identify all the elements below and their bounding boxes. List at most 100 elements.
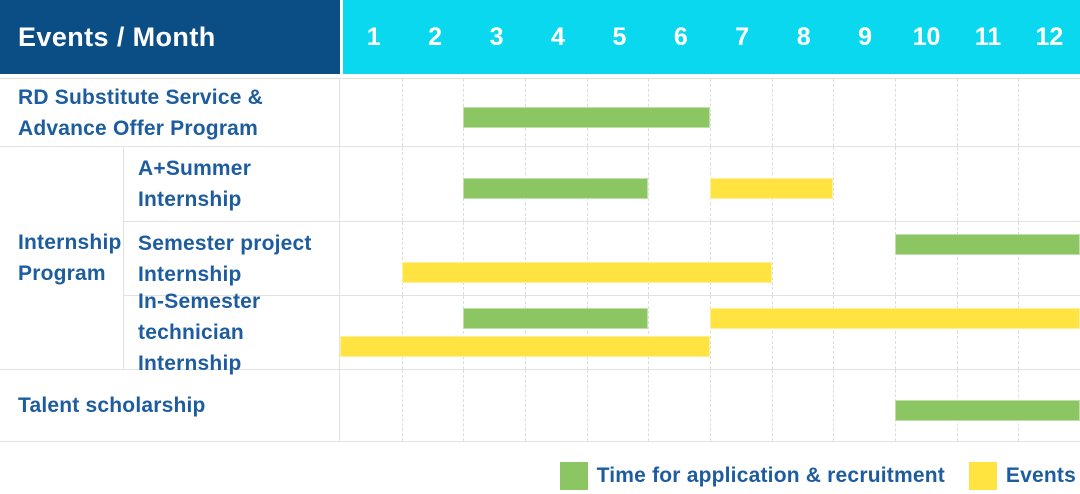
month-header-3: 3 [489, 22, 504, 51]
row-label-talent-scholarship: Talent scholarship [0, 370, 340, 442]
row-label-rd-substitute-service: RD Substitute Service & Advance Offer Pr… [0, 79, 340, 147]
month-gridline [833, 147, 835, 221]
gantt-lane [340, 234, 1080, 255]
month-gridline [710, 296, 711, 369]
month-gridline [648, 296, 650, 369]
month-gridline [833, 296, 835, 369]
month-gridline [771, 222, 773, 295]
gantt-lane [340, 399, 1080, 421]
gantt-row-rd-substitute-service [340, 79, 1080, 147]
gantt-bar-events [401, 262, 772, 283]
legend-label-events: Events [1005, 463, 1076, 487]
label-line: Advance Offer Program [18, 116, 258, 140]
month-header-7: 7 [735, 22, 750, 51]
gantt-row-in-semester-technician-internship [340, 296, 1080, 370]
month-gridline [401, 147, 403, 221]
row-label-semester-project-internship: Semester project Internship [124, 222, 340, 296]
label-line: Semester project [138, 231, 312, 255]
label-line: Internship [18, 231, 122, 254]
month-header-2: 2 [428, 22, 443, 51]
month-header-1: 1 [366, 22, 381, 51]
month-gridline [710, 222, 711, 295]
month-gridline [1018, 222, 1020, 295]
gantt-bar-recruitment [463, 178, 649, 199]
legend-item-recruitment: Time for application & recruitment [559, 461, 945, 490]
month-gridline [401, 79, 403, 146]
gantt-bar-events [710, 308, 1080, 329]
month-header-10: 10 [912, 22, 941, 51]
legend: Time for application & recruitment Event… [0, 442, 1080, 494]
month-gridline [833, 79, 835, 146]
events-month-header-cell: Events / Month [0, 0, 340, 74]
gantt-lane [340, 262, 1080, 283]
month-gridline [463, 222, 465, 295]
label-line: Talent scholarship [18, 394, 206, 417]
month-gridline [401, 222, 403, 295]
gantt-bar-events [340, 336, 710, 357]
month-gridline [771, 296, 773, 369]
gantt-row-a-plus-summer-internship [340, 147, 1080, 222]
month-gridline [648, 147, 650, 221]
month-header-5: 5 [612, 22, 627, 51]
gantt-bar-recruitment [463, 106, 710, 128]
label-line: Internship [138, 188, 242, 211]
events-month-header-label: Events / Month [18, 21, 216, 52]
row-label-in-semester-technician-internship: In-Semester technician Internship [124, 290, 340, 375]
month-gridline [586, 296, 588, 369]
month-gridline [586, 370, 588, 441]
month-header-row: 1 2 3 4 5 6 7 8 9 10 11 12 [343, 0, 1080, 74]
gantt-bar-events [710, 178, 834, 199]
month-gridline [1018, 296, 1020, 369]
gantt-bar-recruitment [463, 308, 649, 329]
month-header-6: 6 [673, 22, 688, 51]
month-gridline [401, 370, 403, 441]
gantt-row-semester-project-internship [340, 222, 1080, 296]
month-gridline [771, 370, 773, 441]
gantt-row-talent-scholarship [340, 370, 1080, 442]
gantt-lane [340, 308, 1080, 329]
gantt-lane [340, 336, 1080, 357]
legend-swatch-events [968, 461, 997, 490]
month-header-4: 4 [551, 22, 565, 51]
label-line: technician Internship [138, 321, 244, 375]
month-gridline [895, 147, 896, 221]
month-gridline [956, 147, 958, 221]
month-gridline [463, 296, 465, 369]
month-header-9: 9 [858, 22, 873, 51]
row-label-a-plus-summer-internship: A+Summer Internship [124, 147, 340, 222]
label-line: Internship [138, 262, 242, 286]
group-label-internship-program: Internship Program [0, 147, 124, 370]
label-line: RD Substitute Service & [18, 85, 263, 109]
legend-swatch-recruitment [559, 461, 588, 490]
month-header-12: 12 [1035, 22, 1064, 51]
month-gridline [895, 296, 896, 369]
table-header: Events / Month 1 2 3 4 5 6 7 8 9 10 11 1… [0, 0, 1080, 74]
month-gridline [710, 79, 711, 146]
legend-item-events: Events [968, 461, 1076, 490]
month-gridline [895, 222, 896, 295]
legend-label-recruitment: Time for application & recruitment [596, 463, 945, 487]
month-gridline [525, 296, 526, 369]
month-gridline [956, 222, 958, 295]
month-gridline [1018, 79, 1020, 146]
label-line: A+Summer [138, 157, 252, 180]
month-gridline [1018, 147, 1020, 221]
gantt-lane [340, 106, 1080, 128]
month-gridline [463, 370, 465, 441]
month-gridline [401, 296, 403, 369]
month-gridline [771, 79, 773, 146]
month-gridline [895, 79, 896, 146]
month-gridline [525, 222, 526, 295]
month-gridline [833, 370, 835, 441]
month-gridline [648, 370, 650, 441]
schedule-table: RD Substitute Service & Advance Offer Pr… [0, 78, 1080, 442]
month-header-11: 11 [974, 22, 1002, 51]
month-gridline [586, 222, 588, 295]
month-header-8: 8 [796, 22, 811, 51]
month-gridline [956, 296, 958, 369]
label-line: Program [18, 262, 106, 285]
month-gridline [833, 222, 835, 295]
gantt-bar-recruitment [895, 234, 1080, 255]
month-gridline [648, 222, 650, 295]
